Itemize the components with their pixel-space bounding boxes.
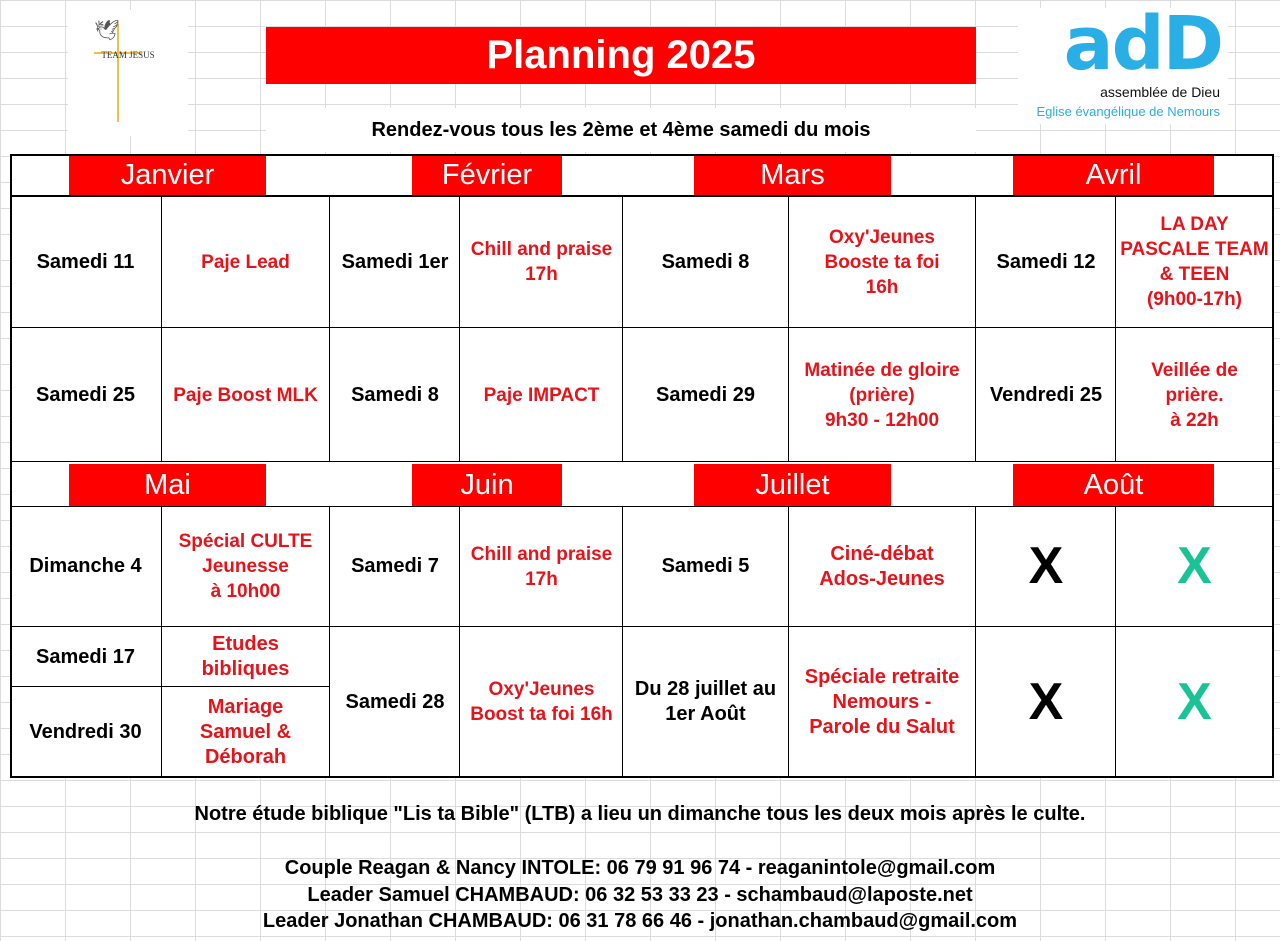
grid-line <box>10 776 1274 778</box>
feb-date-2: Samedi 8 <box>330 328 460 462</box>
apr-event-2: Veillée de prière. à 22h <box>1116 328 1273 462</box>
aug-date-1-cross: X <box>976 506 1116 627</box>
team-logo-text: TEAM JESUS <box>101 50 155 60</box>
mar-event-1: Oxy'Jeunes Booste ta foi 16h <box>788 196 976 328</box>
month-mai: Mai <box>69 464 266 506</box>
org-subtitle: Eglise évangélique de Nemours <box>1036 104 1220 119</box>
jul-event-2: Spéciale retraite Nemours - Parole du Sa… <box>788 627 976 777</box>
month-mars: Mars <box>694 156 891 195</box>
apr-date-1: Samedi 12 <box>976 196 1116 328</box>
aug-date-2-cross: X <box>976 627 1116 777</box>
month-juillet: Juillet <box>694 464 891 506</box>
apr-event-1: LA DAY PASCALE TEAM & TEEN (9h00-17h) <box>1116 196 1273 328</box>
may-event-2a: Etudes bibliques <box>161 627 330 687</box>
grid-line <box>10 686 330 687</box>
jun-date-2: Samedi 28 <box>330 627 460 777</box>
month-aout: Août <box>1013 464 1214 506</box>
jan-date-2: Samedi 25 <box>10 328 161 462</box>
page-subtitle: Rendez-vous tous les 2ème et 4ème samedi… <box>266 108 976 152</box>
jul-event-1: Ciné-débat Ados-Jeunes <box>788 506 976 627</box>
bible-study-note: Notre étude biblique "Lis ta Bible" (LTB… <box>194 803 1086 825</box>
grid-line <box>788 196 789 462</box>
jan-date-1: Samedi 11 <box>10 196 161 328</box>
grid-line <box>10 506 1274 507</box>
grid-line <box>1115 506 1116 777</box>
org-name: assemblée de Dieu <box>1100 84 1220 100</box>
jun-date-1: Samedi 7 <box>330 506 460 627</box>
month-janvier: Janvier <box>69 156 266 195</box>
feb-event-2: Paje IMPACT <box>460 328 623 462</box>
may-date-1: Dimanche 4 <box>10 506 161 627</box>
feb-event-1: Chill and praise 17h <box>460 196 623 328</box>
grid-line <box>10 626 1274 627</box>
feb-date-1: Samedi 1er <box>330 196 460 328</box>
month-juin: Juin <box>412 464 562 506</box>
grid-line <box>1272 154 1274 778</box>
grid-line <box>622 506 623 777</box>
dove-icon: 🕊 <box>94 18 120 42</box>
team-jesus-logo: 🕊 TEAM JESUS <box>68 10 188 136</box>
mar-date-2: Samedi 29 <box>623 328 788 462</box>
grid-line <box>459 506 460 777</box>
cross-bar <box>94 52 142 54</box>
grid-line <box>788 506 789 777</box>
grid-line <box>10 154 1274 156</box>
grid-line <box>10 327 1274 328</box>
jun-event-1: Chill and praise 17h <box>460 506 623 627</box>
month-avril: Avril <box>1013 156 1214 195</box>
grid-line <box>161 506 162 777</box>
grid-line <box>975 196 976 462</box>
month-fevrier: Février <box>412 156 562 195</box>
jul-date-1: Samedi 5 <box>623 506 788 627</box>
may-date-2a: Samedi 17 <box>10 627 161 687</box>
grid-line <box>975 506 976 777</box>
cross-icon <box>117 24 119 122</box>
mar-event-2: Matinée de gloire (prière) 9h30 - 12h00 <box>788 328 976 462</box>
grid-line <box>1115 196 1116 462</box>
grid-line <box>10 195 1274 197</box>
org-logo: adD assemblée de Dieu Eglise évangélique… <box>1018 1 1228 124</box>
aug-event-1-cross: X <box>1116 506 1273 627</box>
contact-jonathan: Leader Jonathan CHAMBAUD: 06 31 78 66 46… <box>262 910 1018 932</box>
grid-line <box>161 196 162 462</box>
grid-line <box>329 196 330 462</box>
jun-event-2: Oxy'Jeunes Boost ta foi 16h <box>460 627 623 777</box>
grid-line <box>329 506 330 777</box>
contact-samuel: Leader Samuel CHAMBAUD: 06 32 53 33 23 -… <box>307 884 973 906</box>
mar-date-1: Samedi 8 <box>623 196 788 328</box>
apr-date-2: Vendredi 25 <box>976 328 1116 462</box>
jul-date-2: Du 28 juillet au 1er Août <box>623 627 788 777</box>
page-title: Planning 2025 <box>266 27 976 84</box>
grid-line <box>459 196 460 462</box>
contact-intole: Couple Reagan & Nancy INTOLE: 06 79 91 9… <box>284 857 996 879</box>
jan-event-1: Paje Lead <box>161 196 330 328</box>
jan-event-2: Paje Boost MLK <box>161 328 330 462</box>
grid-line <box>622 196 623 462</box>
may-date-2b: Vendredi 30 <box>10 687 161 777</box>
may-event-1: Spécial CULTE Jeunesse à 10h00 <box>161 506 330 627</box>
grid-line <box>10 461 1274 462</box>
grid-line <box>10 154 12 778</box>
org-logo-word: adD <box>1063 1 1224 87</box>
may-event-2b: Mariage Samuel & Déborah <box>161 687 330 777</box>
aug-event-2-cross: X <box>1116 627 1273 777</box>
